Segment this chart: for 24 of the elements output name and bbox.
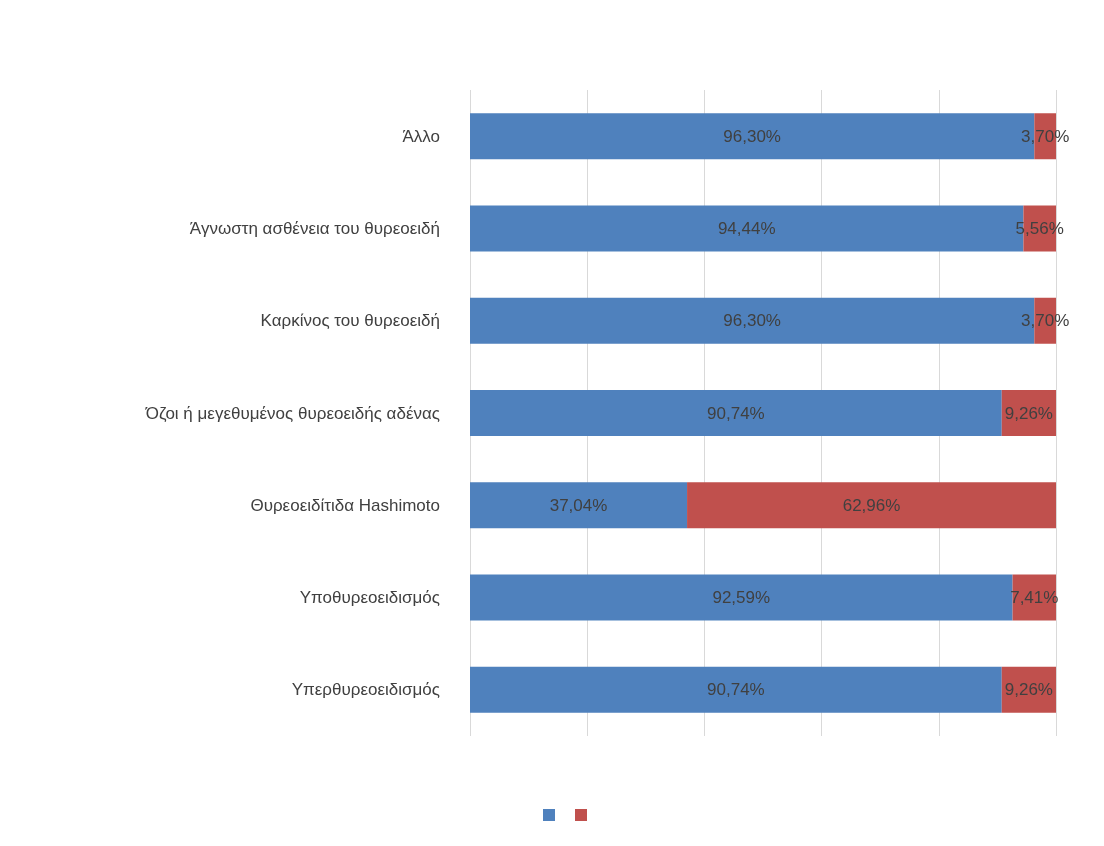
data-label: 9,26% [1004, 403, 1053, 423]
bar [687, 482, 1056, 529]
y-tick-label: Άγνωστη ασθένεια του θυρεοειδή [189, 218, 440, 238]
y-tick-label: Άλλο [402, 126, 440, 146]
y-tick-label: Καρκίνος του θυρεοειδή [260, 311, 440, 331]
data-label: 9,26% [1004, 680, 1053, 700]
y-tick-label: Υποθυρεοειδισμός [299, 588, 440, 608]
bar [470, 574, 1013, 621]
y-tick-label: Υπερθυρεοειδισμός [291, 680, 440, 700]
y-tick-label: Θυρεοειδίτιδα Hashimoto [250, 495, 440, 515]
bar [470, 482, 688, 529]
data-label: 90,74% [707, 403, 765, 423]
bar [470, 390, 1002, 436]
data-label: 3,70% [1021, 311, 1070, 331]
data-label: 37,04% [549, 495, 608, 515]
bar [470, 666, 1002, 713]
y-tick-label: Όζοι ή μεγεθυμένος θυρεοειδής αδένας [144, 403, 440, 423]
data-label: 3,70% [1021, 126, 1070, 146]
data-label: 92,59% [712, 588, 771, 608]
data-label: 94,44% [717, 218, 776, 238]
data-label: 62,96% [842, 495, 901, 515]
data-label: 90,74% [707, 680, 765, 700]
data-label: 96,30% [723, 311, 781, 331]
data-label: 96,30% [723, 126, 781, 146]
